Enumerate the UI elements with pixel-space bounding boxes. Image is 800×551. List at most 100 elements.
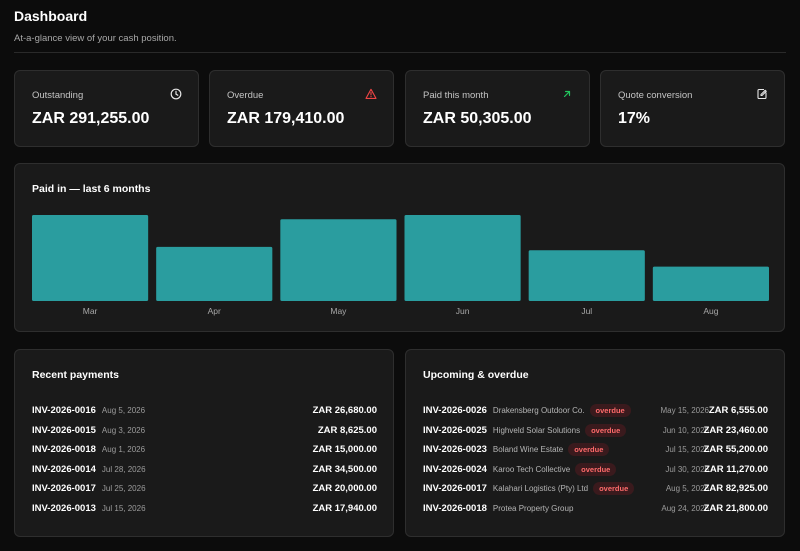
stat-card-quote-conversion: Quote conversion 17% <box>600 70 785 147</box>
chart-bar-may <box>280 219 397 301</box>
client-name: Kalahari Logistics (Pty) Ltd <box>492 484 589 494</box>
payment-amount: ZAR 15,000.00 <box>312 444 377 456</box>
payment-amount: ZAR 20,000.00 <box>312 483 377 495</box>
stat-value: ZAR 50,305.00 <box>423 110 532 127</box>
page-title: Dashboard <box>14 8 88 24</box>
x-tick-label: Jul <box>581 306 592 316</box>
page-subtitle: At-a-glance view of your cash position. <box>14 33 177 44</box>
payment-row[interactable]: INV-2026-0013 Jul 15, 2026 ZAR 17,940.00 <box>32 499 377 519</box>
due-date: Jun 10, 2026 <box>662 425 709 435</box>
stat-label: Overdue <box>227 90 264 101</box>
due-date: Aug 5, 2026 <box>665 484 709 494</box>
document-edit-icon <box>756 88 768 100</box>
chart-title: Paid in — last 6 months <box>32 183 151 195</box>
payment-amount: ZAR 34,500.00 <box>312 463 377 475</box>
payment-amount: ZAR 17,940.00 <box>312 502 377 514</box>
overdue-badge: overdue <box>589 404 631 418</box>
chart-bar-aug <box>652 266 769 301</box>
upcoming-row[interactable]: INV-2026-0023 Boland Wine Estate overdue… <box>423 440 768 460</box>
invoice-amount: ZAR 23,460.00 <box>703 424 768 436</box>
upcoming-row[interactable]: INV-2026-0017 Kalahari Logistics (Pty) L… <box>423 479 768 499</box>
client-name: Boland Wine Estate <box>492 445 564 455</box>
invoice-number: INV-2026-0016 <box>32 405 96 417</box>
invoice-amount: ZAR 6,555.00 <box>708 405 768 417</box>
invoice-number: INV-2026-0018 <box>32 444 96 456</box>
invoice-number: INV-2026-0014 <box>32 463 96 475</box>
x-tick-label: Mar <box>83 306 98 316</box>
x-tick-label: Aug <box>703 306 718 316</box>
payment-date: Aug 3, 2026 <box>101 425 146 435</box>
payment-amount: ZAR 26,680.00 <box>312 405 377 417</box>
overdue-badge: overdue <box>585 423 627 437</box>
paid-in-bar-chart: Mar Apr May Jun Jul Aug <box>32 215 769 316</box>
client-name: Karoo Tech Collective <box>492 464 571 474</box>
upcoming-row[interactable]: INV-2026-0018 Protea Property Group Aug … <box>423 499 768 519</box>
invoice-number: INV-2026-0017 <box>32 483 96 495</box>
recent-payments-list: INV-2026-0016 Aug 5, 2026 ZAR 26,680.00 … <box>32 401 377 518</box>
overdue-badge: overdue <box>575 462 617 476</box>
due-date: May 15, 2026 <box>660 406 709 416</box>
stat-label: Quote conversion <box>618 90 693 101</box>
payment-amount: ZAR 8,625.00 <box>317 424 377 436</box>
payment-date: Jul 28, 2026 <box>101 464 146 474</box>
x-tick-label: May <box>330 306 347 316</box>
due-date: Jul 30, 2026 <box>665 464 709 474</box>
invoice-amount: ZAR 55,200.00 <box>703 444 768 456</box>
arrow-up-right-icon <box>561 88 573 100</box>
stat-value: ZAR 291,255.00 <box>32 110 150 127</box>
due-date: Aug 24, 2026 <box>661 503 709 513</box>
chart-bar-jun <box>404 215 521 301</box>
invoice-amount: ZAR 21,800.00 <box>703 502 768 514</box>
page-header: Dashboard At-a-glance view of your cash … <box>14 8 177 44</box>
upcoming-row[interactable]: INV-2026-0025 Highveld Solar Solutions o… <box>423 421 768 441</box>
recent-payments-card: Recent payments INV-2026-0016 Aug 5, 202… <box>14 349 394 537</box>
client-name: Drakensberg Outdoor Co. <box>492 406 585 416</box>
upcoming-overdue-card: Upcoming & overdue INV-2026-0026 Drakens… <box>405 349 785 537</box>
payment-row[interactable]: INV-2026-0016 Aug 5, 2026 ZAR 26,680.00 <box>32 401 377 421</box>
invoice-number: INV-2026-0018 <box>423 502 487 514</box>
payment-row[interactable]: INV-2026-0017 Jul 25, 2026 ZAR 20,000.00 <box>32 479 377 499</box>
invoice-number: INV-2026-0024 <box>423 463 487 475</box>
invoice-amount: ZAR 82,925.00 <box>703 483 768 495</box>
clock-icon <box>170 88 182 100</box>
due-date: Jul 15, 2026 <box>665 445 709 455</box>
invoice-amount: ZAR 11,270.00 <box>704 463 768 475</box>
stat-card-overdue: Overdue ZAR 179,410.00 <box>209 70 394 147</box>
upcoming-row[interactable]: INV-2026-0026 Drakensberg Outdoor Co. ov… <box>423 401 768 421</box>
chart-bar-mar <box>32 215 149 301</box>
invoice-number: INV-2026-0023 <box>423 444 487 456</box>
recent-payments-title: Recent payments <box>32 369 119 381</box>
stat-card-outstanding: Outstanding ZAR 291,255.00 <box>14 70 199 147</box>
invoice-number: INV-2026-0025 <box>423 424 487 436</box>
payment-date: Jul 25, 2026 <box>101 484 146 494</box>
chart-card: Paid in — last 6 months Mar Apr May Jun Jul A… <box>14 163 785 332</box>
payment-date: Jul 15, 2026 <box>101 503 146 513</box>
payment-date: Aug 5, 2026 <box>101 406 146 416</box>
stat-value: ZAR 179,410.00 <box>227 110 345 127</box>
invoice-number: INV-2026-0015 <box>32 424 96 436</box>
stat-card-paid-this-month: Paid this month ZAR 50,305.00 <box>405 70 590 147</box>
x-tick-label: Jun <box>456 306 470 316</box>
header-divider <box>14 52 786 53</box>
stat-label: Paid this month <box>423 90 489 101</box>
upcoming-list: INV-2026-0026 Drakensberg Outdoor Co. ov… <box>423 401 768 518</box>
upcoming-row[interactable]: INV-2026-0024 Karoo Tech Collective over… <box>423 460 768 480</box>
stat-label: Outstanding <box>32 90 84 101</box>
client-name: Highveld Solar Solutions <box>492 425 581 435</box>
overdue-badge: overdue <box>593 482 635 496</box>
payment-row[interactable]: INV-2026-0014 Jul 28, 2026 ZAR 34,500.00 <box>32 460 377 480</box>
invoice-number: INV-2026-0013 <box>32 502 96 514</box>
payment-date: Aug 1, 2026 <box>101 445 146 455</box>
invoice-number: INV-2026-0026 <box>423 405 487 417</box>
overdue-badge: overdue <box>568 443 610 457</box>
warning-icon <box>365 88 377 100</box>
stat-value: 17% <box>618 110 651 127</box>
chart-bar-jul <box>528 250 645 301</box>
invoice-number: INV-2026-0017 <box>423 483 487 495</box>
payment-row[interactable]: INV-2026-0018 Aug 1, 2026 ZAR 15,000.00 <box>32 440 377 460</box>
chart-bar-apr <box>156 246 273 301</box>
upcoming-title: Upcoming & overdue <box>423 369 529 381</box>
client-name: Protea Property Group <box>492 503 574 513</box>
x-tick-label: Apr <box>208 306 221 316</box>
payment-row[interactable]: INV-2026-0015 Aug 3, 2026 ZAR 8,625.00 <box>32 421 377 441</box>
